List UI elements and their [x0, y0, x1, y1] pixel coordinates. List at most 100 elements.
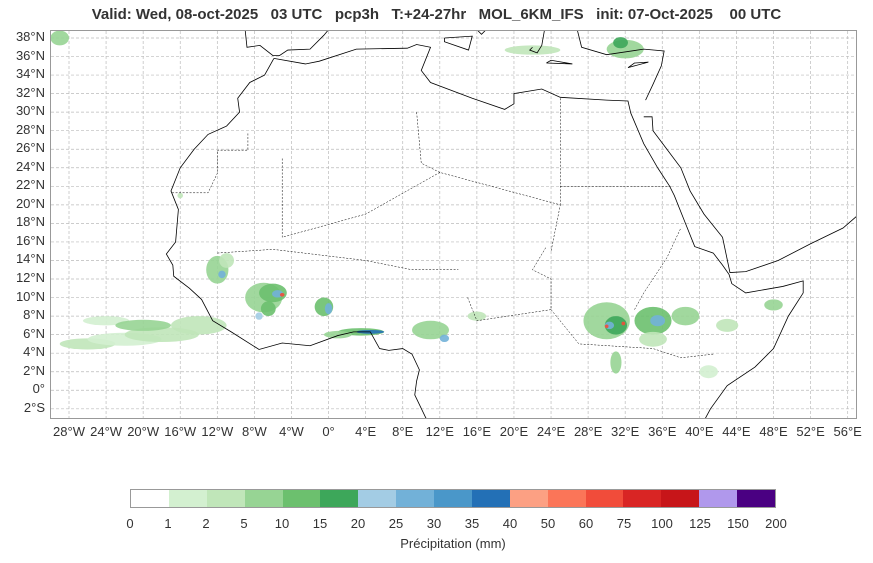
precipitation-map — [50, 28, 858, 422]
lon-label: 52°E — [796, 424, 825, 439]
lon-label: 12°E — [425, 424, 454, 439]
colorbar-swatch — [699, 490, 737, 507]
lon-label: 20°W — [127, 424, 160, 439]
lat-label: 28°N — [15, 121, 45, 137]
precip-area — [439, 334, 450, 343]
colorbar-swatch — [661, 490, 700, 507]
colorbar-tick: 1 — [164, 516, 172, 531]
coastline — [244, 29, 329, 57]
lat-label: 0° — [32, 381, 45, 397]
lat-label: 16°N — [15, 232, 45, 248]
country-border — [217, 249, 459, 270]
lat-label: 12°N — [15, 270, 45, 286]
precip-area — [324, 303, 333, 315]
coastline — [165, 58, 434, 422]
colorbar-tick: 50 — [540, 516, 556, 531]
coastline — [643, 116, 858, 273]
lat-label: 36°N — [15, 47, 45, 63]
precip-area — [671, 306, 700, 326]
colorbar-tick: 10 — [274, 516, 290, 531]
lat-label: 34°N — [15, 66, 45, 82]
colorbar — [130, 489, 776, 508]
precip-area — [604, 316, 628, 335]
colorbar-tick: 0 — [126, 516, 134, 531]
colorbar-tick: 5 — [240, 516, 248, 531]
precip-area — [218, 270, 226, 279]
map-canvas — [50, 28, 858, 422]
colorbar-tick: 150 — [727, 516, 749, 531]
colorbar-tick: 20 — [350, 516, 366, 531]
lon-label: 20°E — [499, 424, 529, 439]
colorbar-swatch — [509, 490, 548, 507]
country-border — [281, 158, 561, 252]
lon-label: 36°E — [648, 424, 677, 439]
lon-label: 4°W — [279, 424, 304, 439]
lon-label: 24°W — [90, 424, 123, 439]
colorbar-swatch — [168, 490, 207, 507]
country-border — [170, 133, 249, 194]
precip-area — [699, 365, 718, 379]
lat-label: 24°N — [15, 158, 45, 174]
precip-area — [323, 330, 352, 339]
colorbar-tick: 35 — [464, 516, 480, 531]
precip-area — [650, 315, 666, 327]
precip-area — [639, 331, 667, 347]
precip-area — [716, 318, 739, 332]
coastline — [528, 29, 545, 54]
country-border — [416, 112, 440, 173]
colorbar-tick: 100 — [651, 516, 673, 531]
precip-area — [115, 319, 171, 331]
lat-label: 2°S — [23, 399, 45, 415]
precip-area — [177, 192, 184, 199]
coastline — [273, 44, 804, 422]
colorbar-swatch — [131, 490, 169, 507]
lat-label: 6°N — [23, 325, 45, 341]
colorbar-tick: 30 — [426, 516, 442, 531]
colorbar-swatch — [320, 490, 359, 507]
coastline — [576, 28, 665, 101]
coastline — [476, 29, 487, 35]
precip-area — [255, 312, 263, 320]
country-border — [467, 246, 552, 322]
colorbar-swatch — [585, 490, 624, 507]
colorbar-tick: 125 — [689, 516, 711, 531]
colorbar-tick: 25 — [388, 516, 404, 531]
precip-area — [411, 320, 450, 340]
lat-label: 10°N — [15, 288, 45, 304]
lat-label: 14°N — [15, 251, 45, 267]
lat-label: 2°N — [23, 362, 45, 378]
precip-area — [613, 37, 628, 49]
lon-label: 28°E — [573, 424, 603, 439]
colorbar-swatch — [547, 490, 586, 507]
lon-label: 8°E — [392, 424, 414, 439]
lat-label: 38°N — [15, 29, 45, 44]
precip-area — [170, 316, 227, 335]
colorbar-swatch — [244, 490, 283, 507]
colorbar-swatch — [206, 490, 245, 507]
colorbar-tick: 15 — [312, 516, 328, 531]
precip-area — [610, 351, 622, 374]
precip-area — [260, 301, 276, 317]
lon-label: 4°E — [355, 424, 377, 439]
lat-label: 20°N — [15, 195, 45, 211]
lon-label: 24°E — [536, 424, 566, 439]
lat-label: 8°N — [23, 307, 45, 323]
precip-area — [621, 321, 626, 326]
lon-label: 12°W — [201, 424, 234, 439]
colorbar-swatch — [471, 490, 510, 507]
precip-area — [82, 316, 130, 326]
lon-label: 48°E — [759, 424, 788, 439]
lon-label: 16°W — [164, 424, 197, 439]
country-border — [634, 227, 682, 310]
lat-label: 4°N — [23, 344, 45, 360]
lon-label: 28°W — [53, 424, 85, 439]
coastline — [627, 61, 649, 69]
colorbar-swatch — [358, 490, 397, 507]
precip-area — [504, 45, 561, 55]
lon-label: 32°E — [611, 424, 640, 439]
precip-area — [219, 253, 235, 268]
precip-area — [50, 30, 69, 46]
lat-label: 18°N — [15, 214, 45, 230]
colorbar-tick: 40 — [502, 516, 518, 531]
colorbar-tick: 75 — [616, 516, 632, 531]
